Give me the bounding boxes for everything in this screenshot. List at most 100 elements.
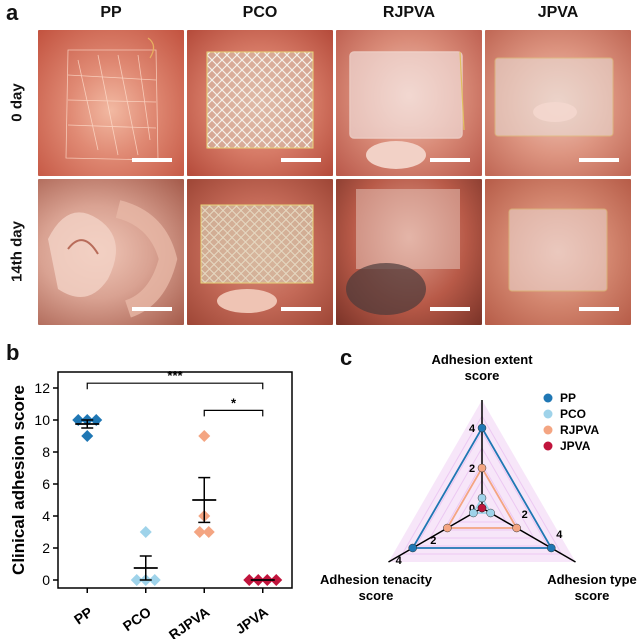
significance-label: *** xyxy=(167,368,183,383)
legend-marker xyxy=(543,425,553,435)
rjpva-day14-overlay xyxy=(346,189,460,315)
jpva-film-overlay xyxy=(494,57,614,137)
radar-axis-label: Adhesion type xyxy=(547,572,637,587)
radar-point xyxy=(477,423,487,433)
photo-rjpva-day14 xyxy=(336,179,482,325)
radar-tick-label: 2 xyxy=(469,463,475,475)
photo-pp-day14 xyxy=(38,179,184,325)
y-tick-label: 2 xyxy=(42,540,50,556)
data-point xyxy=(193,526,206,538)
radar-grid xyxy=(429,446,535,539)
legend-marker xyxy=(543,409,553,419)
pco-mesh-day14-overlay xyxy=(200,204,314,313)
radar-point xyxy=(547,543,556,553)
significance-label: * xyxy=(231,395,237,410)
photo-pco-day14 xyxy=(187,179,333,325)
data-point xyxy=(81,430,94,442)
photo-pp-day0 xyxy=(38,30,184,176)
radar-axis-label: Adhesion extent xyxy=(431,352,533,367)
radar-axis xyxy=(388,507,483,563)
radar-axis-label: Adhesion tenacity xyxy=(320,572,433,587)
legend-marker xyxy=(543,441,553,451)
radar-tick-label: 2 xyxy=(522,509,528,521)
row-label-0-day: 0 day xyxy=(8,83,26,122)
x-tick-label: RJPVA xyxy=(166,604,213,639)
data-point xyxy=(270,574,283,586)
radar-point xyxy=(486,508,495,518)
radar-axis-label: score xyxy=(465,368,500,383)
radar-series-line xyxy=(471,496,493,514)
radar-point xyxy=(477,463,487,473)
radar-point xyxy=(477,493,487,503)
photo-rjpva-day0 xyxy=(336,30,482,176)
scale-bar xyxy=(430,158,470,162)
column-title-pp: PP xyxy=(100,4,122,21)
radar-axis xyxy=(481,507,576,563)
column-title-jpva: JPVA xyxy=(537,4,579,21)
data-point xyxy=(198,430,211,442)
y-tick-label: 10 xyxy=(34,412,50,428)
radar-series-line xyxy=(445,466,519,529)
radar-grid xyxy=(415,431,549,547)
legend-label: PCO xyxy=(560,407,586,421)
jpva-day14-overlay xyxy=(508,208,608,292)
y-tick-label: 12 xyxy=(34,380,50,396)
photo-pco-day0 xyxy=(187,30,333,176)
column-title-pco: PCO xyxy=(242,4,278,21)
radar-tick-label: 4 xyxy=(469,423,476,435)
data-point xyxy=(130,574,143,586)
radar-series-line xyxy=(411,426,553,549)
radar-point xyxy=(443,523,452,533)
radar-point xyxy=(469,508,478,518)
radar-axis-label: score xyxy=(575,588,610,603)
data-point xyxy=(243,574,256,586)
data-point xyxy=(90,414,103,426)
radar-grid xyxy=(401,414,563,555)
scale-bar xyxy=(281,158,321,162)
x-tick-label: PCO xyxy=(120,604,154,635)
panel-b-letter: b xyxy=(6,340,20,365)
column-title-rjpva: RJPVA xyxy=(382,4,436,21)
data-point xyxy=(139,526,152,538)
legend-label: JPVA xyxy=(560,439,591,453)
legend-label: PP xyxy=(560,391,576,405)
panel-a-letter: a xyxy=(6,0,19,25)
pp-mesh-overlay xyxy=(65,37,159,161)
data-point xyxy=(148,574,161,586)
photo-jpva-day14 xyxy=(485,179,631,325)
rjpva-film-overlay xyxy=(349,51,465,169)
scale-bar xyxy=(430,307,470,311)
y-tick-label: 4 xyxy=(42,508,50,524)
radar-grid xyxy=(443,463,521,531)
pp-adhesion-overlay xyxy=(48,200,178,318)
radar-point xyxy=(408,543,417,553)
scale-bar xyxy=(132,158,172,162)
x-tick-label: JPVA xyxy=(233,604,271,637)
legend-marker xyxy=(543,393,553,403)
data-point xyxy=(202,526,215,538)
legend-label: RJPVA xyxy=(560,423,599,437)
x-tick-label: PP xyxy=(71,604,95,628)
radar-tick-label: 2 xyxy=(430,535,436,547)
plot-frame xyxy=(57,371,293,589)
radar-axis-label: score xyxy=(359,588,394,603)
chart-b: 0 2 4 6 8 10 12 Clinical adhesion score PP PCO RJP… xyxy=(9,368,293,639)
significance-bracket xyxy=(86,382,264,390)
y-tick-label: 8 xyxy=(42,444,50,460)
scale-bar xyxy=(281,307,321,311)
row-label-14th-day: 14th day xyxy=(8,221,26,282)
photo-jpva-day0 xyxy=(485,30,631,176)
significance-bracket xyxy=(203,409,264,417)
radar-point xyxy=(477,503,487,513)
y-axis-title: Clinical adhesion score xyxy=(9,385,28,575)
radar-point xyxy=(512,523,521,533)
y-tick-label: 6 xyxy=(42,476,50,492)
data-point xyxy=(72,414,85,426)
radar-tick-label: 4 xyxy=(556,529,563,541)
panel-c-letter: c xyxy=(340,345,353,370)
y-tick-label: 0 xyxy=(42,572,50,588)
radar-tick-label: 4 xyxy=(396,555,403,567)
scale-bar xyxy=(579,158,619,162)
scale-bar xyxy=(579,307,619,311)
